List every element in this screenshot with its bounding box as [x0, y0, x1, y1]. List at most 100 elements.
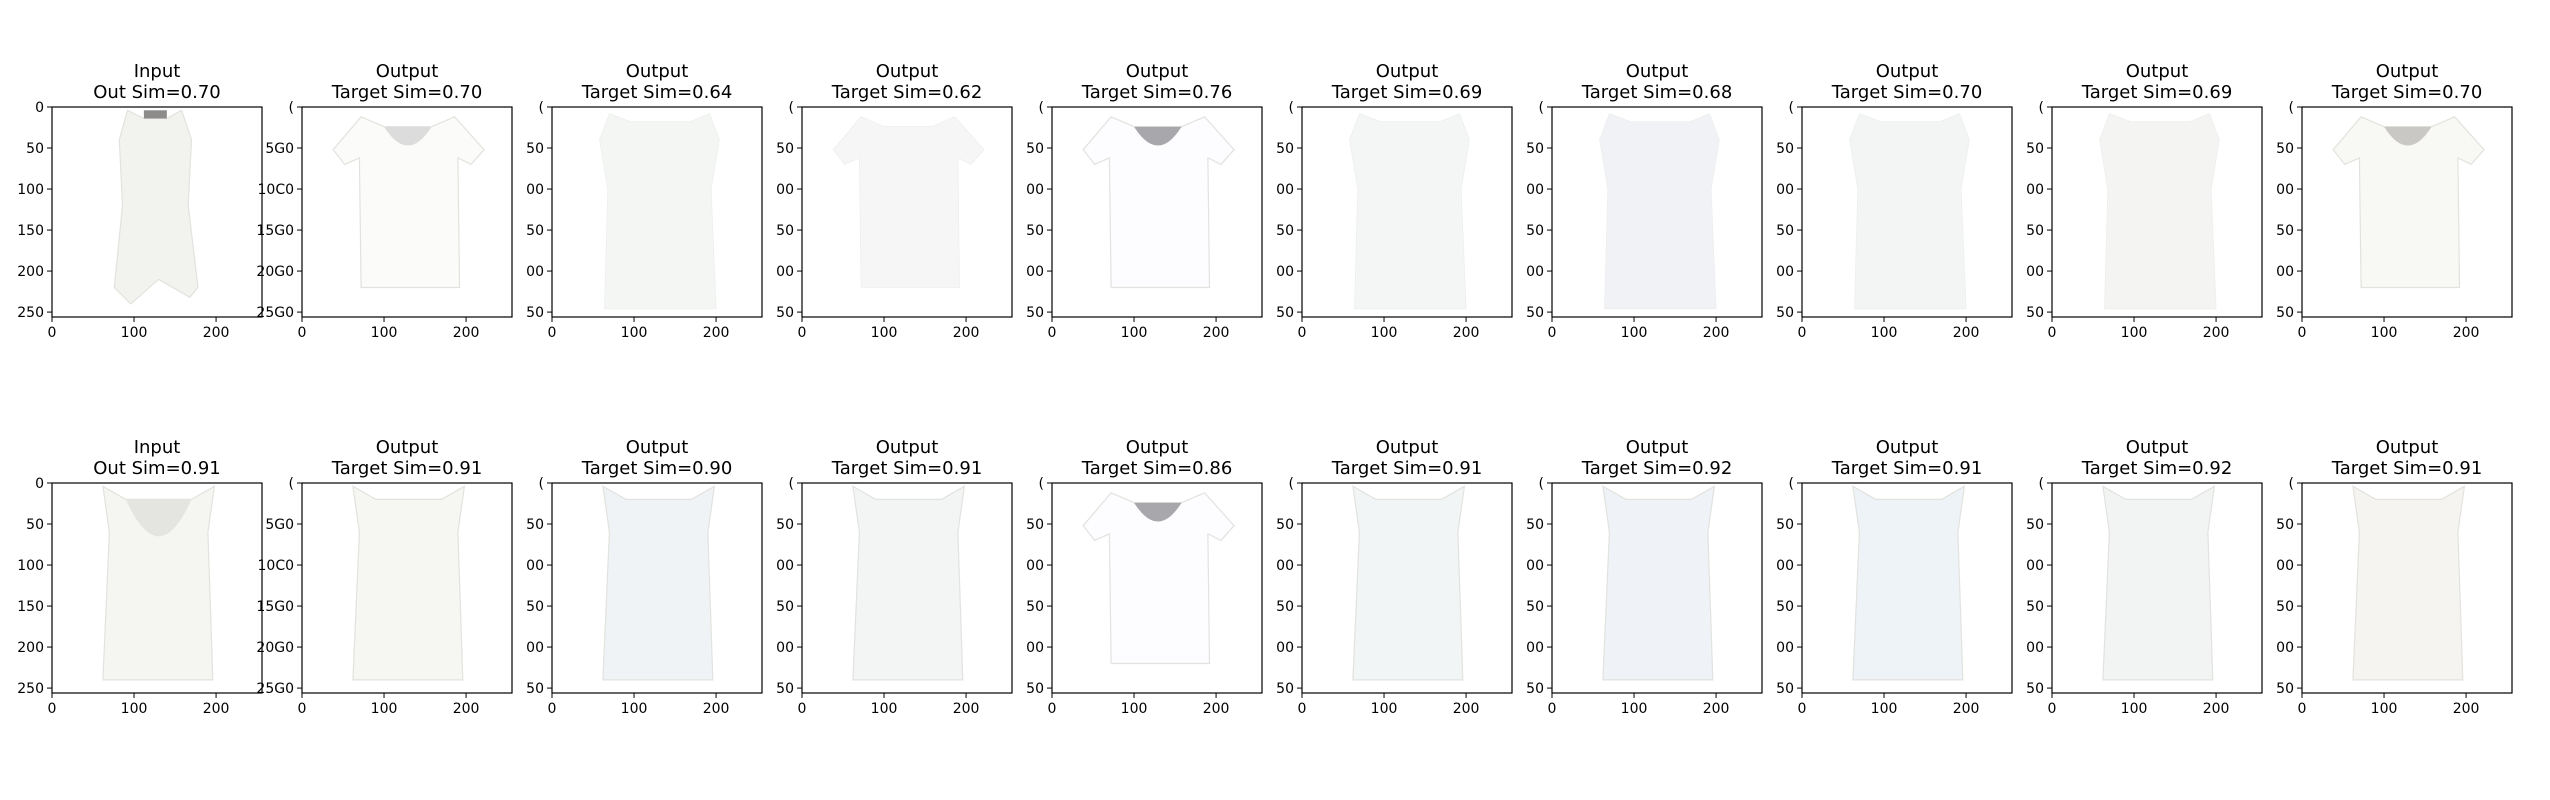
garment-image — [1849, 113, 1970, 310]
y-tick-label: 10C0 — [258, 558, 295, 574]
y-tick-label: 00 — [2276, 640, 2294, 656]
panel-title: Input — [134, 61, 181, 82]
panel-similarity-label: Target Sim=0.70 — [1831, 82, 1983, 103]
panel-title: Output — [2376, 437, 2439, 458]
garment-image — [102, 485, 216, 681]
panel-image — [1801, 482, 2013, 694]
panel-image — [51, 482, 263, 694]
y-tick-label: 00 — [2276, 264, 2294, 280]
x-tick-label: 200 — [1453, 701, 1480, 717]
y-tick-label: 50 — [1276, 223, 1294, 239]
y-tick-label: 50 — [2276, 305, 2294, 321]
y-tick-label: ( — [1539, 100, 1544, 116]
y-tick-label: ( — [1539, 476, 1544, 492]
garment-image — [1602, 485, 1716, 681]
axes-frame — [1051, 106, 1263, 318]
axes-frame — [1051, 482, 1263, 694]
panel-image — [2051, 482, 2263, 694]
panel-similarity-label: Target Sim=0.92 — [2081, 458, 2233, 479]
panel-title: Output — [2126, 61, 2189, 82]
x-tick-label: 100 — [1871, 701, 1898, 717]
y-tick-label: 50 — [2276, 223, 2294, 239]
y-tick-label: 00 — [2276, 558, 2294, 574]
y-tick-label: 25G0 — [256, 305, 294, 321]
panel-title: Output — [2376, 61, 2439, 82]
panel-similarity-label: Target Sim=0.91 — [1331, 458, 1483, 479]
panel-similarity-label: Target Sim=0.92 — [1581, 458, 1733, 479]
x-tick-label: 0 — [1298, 701, 1307, 717]
garment-image — [1352, 485, 1466, 681]
y-tick-label: 5G0 — [265, 517, 294, 533]
y-tick-label: 00 — [526, 640, 544, 656]
y-tick-label: 00 — [776, 182, 794, 198]
panel-title: Output — [1876, 61, 1939, 82]
axes-frame — [1301, 106, 1513, 318]
axes-frame — [301, 106, 513, 318]
panel-similarity-label: Target Sim=0.90 — [581, 458, 733, 479]
y-tick-label: 00 — [1526, 182, 1544, 198]
x-tick-label: 200 — [2453, 325, 2480, 341]
axes-frame — [801, 106, 1013, 318]
x-tick-label: 200 — [2203, 325, 2230, 341]
panel-similarity-label: Out Sim=0.91 — [93, 458, 220, 479]
y-tick-label: 50 — [1026, 681, 1044, 697]
y-tick-label: 200 — [17, 640, 44, 656]
axes-frame — [2051, 482, 2263, 694]
x-tick-label: 100 — [621, 701, 648, 717]
y-tick-label: 00 — [1026, 182, 1044, 198]
y-tick-label: 50 — [1026, 223, 1044, 239]
x-tick-label: 200 — [2453, 701, 2480, 717]
y-tick-label: 0 — [35, 100, 44, 116]
y-tick-label: 50 — [1276, 599, 1294, 615]
y-tick-label: 50 — [2276, 517, 2294, 533]
y-tick-label: 00 — [1026, 640, 1044, 656]
panel-similarity-label: Target Sim=0.86 — [1081, 458, 1233, 479]
panel-similarity-label: Target Sim=0.69 — [1331, 82, 1483, 103]
y-tick-label: ( — [789, 476, 794, 492]
y-tick-label: 15G0 — [256, 599, 294, 615]
x-tick-label: 200 — [1953, 701, 1980, 717]
x-tick-label: 100 — [2371, 701, 2398, 717]
y-tick-label: 50 — [1026, 599, 1044, 615]
y-tick-label: 00 — [1276, 558, 1294, 574]
axes-frame — [551, 106, 763, 318]
y-tick-label: 50 — [1276, 305, 1294, 321]
y-tick-label: 50 — [2026, 305, 2044, 321]
y-tick-label: 50 — [1276, 141, 1294, 157]
x-tick-label: 200 — [203, 701, 230, 717]
panel-image — [2301, 482, 2513, 694]
y-tick-label: ( — [289, 100, 294, 116]
y-tick-label: 50 — [1526, 517, 1544, 533]
y-tick-label: 00 — [526, 264, 544, 280]
y-tick-label: ( — [539, 100, 544, 116]
panel-image — [1301, 106, 1513, 318]
panel-image — [1551, 106, 1763, 318]
panel-title: Output — [1876, 437, 1939, 458]
y-tick-label: 50 — [2276, 681, 2294, 697]
y-tick-label: 50 — [2276, 141, 2294, 157]
x-tick-label: 100 — [1121, 325, 1148, 341]
y-tick-label: 50 — [526, 305, 544, 321]
panel-image — [301, 106, 513, 318]
x-tick-label: 200 — [1453, 325, 1480, 341]
x-tick-label: 200 — [2203, 701, 2230, 717]
x-tick-label: 0 — [298, 325, 307, 341]
y-tick-label: 250 — [17, 305, 44, 321]
garment-image — [2102, 485, 2216, 681]
x-tick-label: 100 — [1371, 701, 1398, 717]
x-tick-label: 0 — [1048, 701, 1057, 717]
panel-image — [551, 482, 763, 694]
y-tick-label: 50 — [1776, 599, 1794, 615]
y-tick-label: 50 — [776, 223, 794, 239]
y-tick-label: 00 — [1776, 264, 1794, 280]
panel-image — [1051, 106, 1263, 318]
